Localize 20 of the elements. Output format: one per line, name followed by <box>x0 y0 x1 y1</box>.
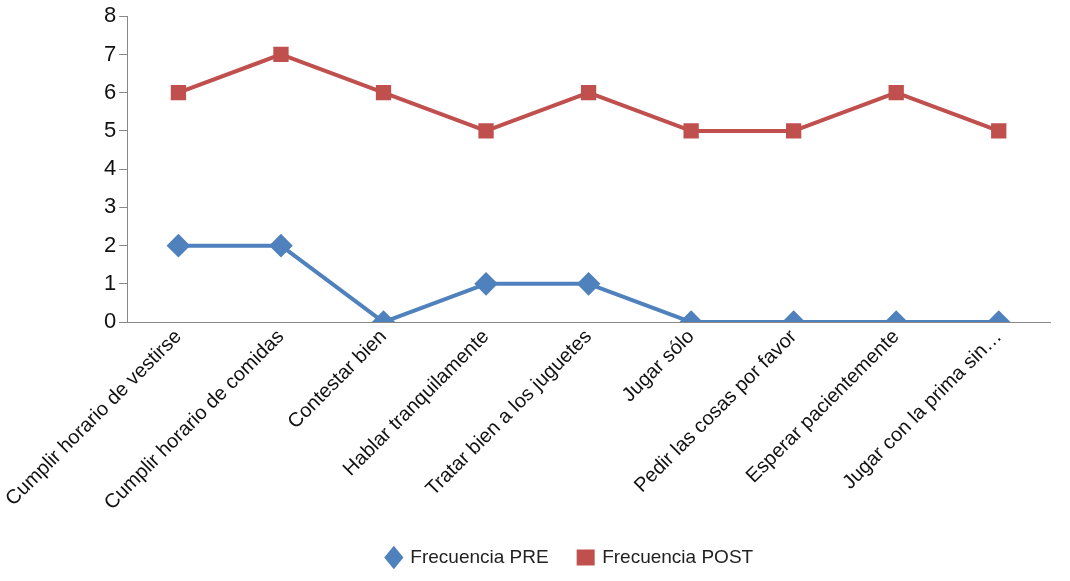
point <box>991 123 1007 139</box>
point <box>786 123 802 139</box>
y-tick-label: 0 <box>103 308 117 334</box>
point <box>273 46 289 63</box>
point <box>170 85 187 101</box>
y-tick-label: 5 <box>103 116 117 142</box>
legend-label: Frecuencia PRE <box>410 545 549 567</box>
point <box>478 123 494 139</box>
point <box>580 85 597 101</box>
y-tick-label: 4 <box>103 155 117 181</box>
y-tick-label: 7 <box>103 40 117 66</box>
y-tick-label: 6 <box>103 78 117 104</box>
y-tick-label: 8 <box>103 2 117 28</box>
y-tick-label: 2 <box>103 231 117 257</box>
point <box>375 85 392 101</box>
legend-label: Frecuencia POST <box>602 545 754 567</box>
y-tick-label: 1 <box>103 269 117 295</box>
point <box>683 123 699 139</box>
point <box>888 85 904 101</box>
y-tick-label: 3 <box>103 193 117 219</box>
